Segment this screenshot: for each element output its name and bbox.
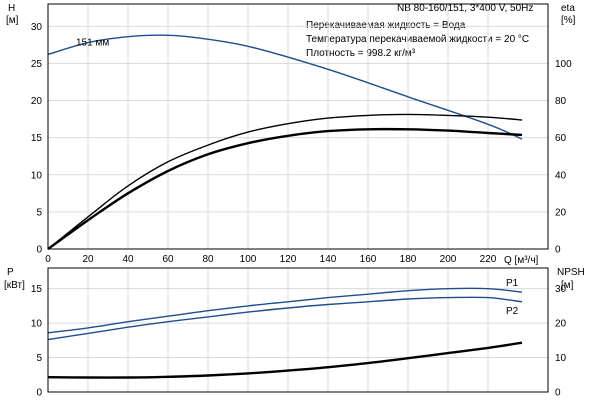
bottom-right-axis-unit: [м] [561,280,574,291]
x-axis-title: Q [м³/ч] [504,255,539,266]
plot-frame [47,3,549,250]
x-tick-label: 140 [320,254,337,265]
y-right-tick-label: 0 [555,388,561,399]
bottom-left-axis-title: P [7,267,14,278]
y-left-tick-label: 15 [31,284,43,295]
y-left-tick-label: 30 [31,22,43,33]
bottom-right-axis-title: NPSH [557,267,585,278]
x-tick-label: 160 [360,254,377,265]
y-left-tick-label: 15 [31,133,43,144]
y-right-tick-label: 60 [555,133,567,144]
info-line-temperature: Температура перекачиваемой жидкости = 20… [306,34,529,45]
bottom-left-axis-unit: [кВт] [4,280,25,291]
y-left-tick-label: 10 [31,170,43,181]
top-right-axis-title: eta [561,3,575,14]
series-151-мм [47,34,523,140]
top-right-axis-unit: [%] [561,15,576,26]
y-right-tick-label: 30 [555,284,567,295]
info-line-liquid: Перекачиваемая жидкость = Вода [306,20,466,31]
series-P1 [47,287,523,334]
series-curve-0-2 [47,113,523,250]
series-P2 [47,296,523,341]
plot-frame [47,267,549,393]
y-left-tick-label: 20 [31,96,43,107]
top-left-axis-title: H [8,3,15,14]
y-right-tick-label: 0 [555,245,561,256]
y-left-tick-label: 10 [31,319,43,330]
y-left-tick-label: 0 [36,245,42,256]
y-left-tick-label: 5 [36,207,42,218]
series-label: 151 мм [76,38,109,49]
y-left-tick-label: 5 [36,353,42,364]
series-label: P2 [506,306,519,317]
y-right-tick-label: 10 [555,353,567,364]
x-tick-label: 20 [82,254,94,265]
series-curve-0-1 [47,127,523,250]
pump-label: NB 80-160/151, 3*400 V, 50Hz [397,3,533,14]
x-tick-label: 120 [280,254,297,265]
y-right-tick-label: 100 [555,59,572,70]
x-tick-label: 0 [45,254,51,265]
top-left-axis-unit: [м] [6,15,19,26]
x-tick-label: 60 [162,254,174,265]
y-right-tick-label: 20 [555,207,567,218]
y-left-tick-label: 0 [36,388,42,399]
x-tick-label: 80 [202,254,214,265]
series-label: P1 [506,278,519,289]
x-tick-label: 200 [440,254,457,265]
y-left-tick-label: 25 [31,59,43,70]
y-right-tick-label: 40 [555,170,567,181]
series-curve-1-2 [47,341,523,379]
y-right-tick-label: 80 [555,96,567,107]
y-right-tick-label: 20 [555,319,567,330]
info-line-density: Плотность = 998.2 кг/м³ [306,48,416,59]
x-tick-label: 40 [122,254,134,265]
x-tick-label: 180 [400,254,417,265]
x-tick-label: 220 [480,254,497,265]
x-tick-label: 100 [240,254,257,265]
